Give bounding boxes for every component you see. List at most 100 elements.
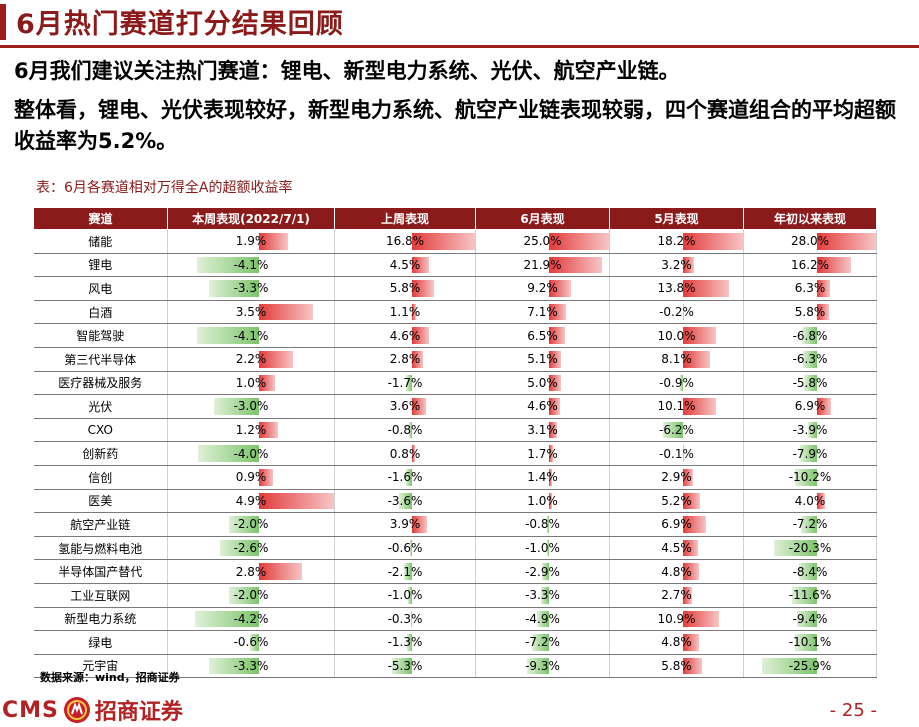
value-text: -2.6% <box>233 541 269 556</box>
positive-data-bar <box>683 516 706 533</box>
positive-data-bar <box>259 303 313 321</box>
negative-data-bar <box>680 374 684 392</box>
positive-data-bar <box>259 374 275 392</box>
negative-data-bar <box>802 327 817 344</box>
sector-name: 锂电 <box>33 253 168 278</box>
value-cell: 4.8% <box>609 630 744 655</box>
negative-data-bar <box>794 468 817 486</box>
value-cell: 7.1% <box>475 300 610 325</box>
value-text: -25.9% <box>788 658 832 673</box>
negative-data-bar <box>195 610 260 628</box>
value-cell: 2.8% <box>167 559 335 584</box>
positive-data-bar <box>683 327 717 344</box>
table-row: 医美 4.9% -3.6% 1.0% 5.2% 4.0% <box>33 489 877 514</box>
negative-data-bar <box>803 350 817 368</box>
header-this-week: 本周表现(2022/7/1) <box>167 207 335 230</box>
positive-data-bar <box>816 233 876 250</box>
value-text: 16.2% <box>790 257 830 272</box>
value-text: -0.8% <box>387 423 423 438</box>
value-text: -4.9% <box>525 611 560 626</box>
positive-data-bar <box>259 468 274 486</box>
value-cell: 2.7% <box>609 583 744 608</box>
value-cell: 25.0% <box>475 229 610 254</box>
negative-data-bar <box>682 303 684 321</box>
value-cell: 5.0% <box>475 371 610 396</box>
negative-data-bar <box>795 634 817 651</box>
value-text: 4.0% <box>794 493 826 508</box>
value-cell: 5.1% <box>475 347 610 372</box>
value-text: -4.0% <box>233 446 269 461</box>
value-cell: 6.9% <box>743 394 877 419</box>
negative-data-bar <box>773 539 817 557</box>
value-text: 6.9% <box>794 399 826 414</box>
positive-data-bar <box>683 657 703 675</box>
value-cell: -11.6% <box>743 583 877 608</box>
value-text: -0.2% <box>659 305 694 320</box>
negative-data-bar <box>531 634 550 651</box>
value-cell: 5.8% <box>743 300 877 325</box>
negative-data-bar <box>213 398 260 415</box>
negative-data-bar <box>409 539 412 557</box>
positive-data-bar <box>816 280 830 297</box>
value-cell: -6.8% <box>743 323 877 348</box>
negative-data-bar <box>796 610 817 628</box>
table-row: 白酒 3.5% 1.1% 7.1% -0.2% 5.8% <box>33 300 877 325</box>
positive-data-bar <box>549 303 567 321</box>
negative-data-bar <box>410 610 412 628</box>
negative-data-bar <box>526 657 550 675</box>
value-text: 6.5% <box>527 328 558 343</box>
title-accent-bar <box>0 4 6 40</box>
value-cell: 10.1% <box>609 394 744 419</box>
sector-name: 元宇宙 <box>33 654 168 679</box>
value-cell: -1.0% <box>334 583 476 608</box>
negative-data-bar <box>537 610 550 628</box>
value-text: 1.2% <box>235 423 267 438</box>
value-cell: 13.8% <box>609 276 744 301</box>
value-text: -0.3% <box>387 611 423 626</box>
value-cell: 4.5% <box>334 253 476 278</box>
value-cell: 28.0% <box>743 229 877 254</box>
value-cell: -7.2% <box>475 630 610 655</box>
positive-data-bar <box>683 634 699 651</box>
positive-data-bar <box>259 233 289 250</box>
value-text: 10.9% <box>657 611 696 626</box>
positive-data-bar <box>412 398 426 415</box>
value-text: 10.1% <box>657 399 696 414</box>
sector-name: 工业互联网 <box>33 583 168 608</box>
value-text: 5.0% <box>527 375 558 390</box>
value-cell: -0.6% <box>334 536 476 561</box>
value-cell: 4.9% <box>167 489 335 514</box>
positive-data-bar <box>683 563 699 580</box>
table-row: 绿电 -0.6% -1.3% -7.2% 4.8% -10.1% <box>33 630 877 655</box>
table-row: 智能驾驶 -4.1% 4.6% 6.5% 10.0% -6.8% <box>33 323 877 348</box>
value-cell: -1.6% <box>334 465 476 490</box>
value-text: -1.0% <box>525 541 560 556</box>
table-row: 医疗器械及服务 1.0% -1.7% 5.0% -0.9% -5.8% <box>33 371 877 396</box>
value-cell: -10.1% <box>743 630 877 655</box>
value-cell: -3.3% <box>167 654 335 679</box>
value-cell: -8.4% <box>743 559 877 584</box>
value-cell: -3.3% <box>475 583 610 608</box>
value-cell: 6.9% <box>609 512 744 537</box>
value-cell: -0.3% <box>334 607 476 632</box>
value-cell: 10.9% <box>609 607 744 632</box>
value-cell: -4.9% <box>475 607 610 632</box>
sector-name: 创新药 <box>33 441 168 466</box>
value-text: -3.9% <box>792 423 828 438</box>
value-cell: 1.4% <box>475 465 610 490</box>
value-cell: 16.8% <box>334 229 476 254</box>
negative-data-bar <box>250 634 260 651</box>
sector-name: 航空产业链 <box>33 512 168 537</box>
value-cell: 3.9% <box>334 512 476 537</box>
positive-data-bar <box>549 421 557 439</box>
value-cell: -10.2% <box>743 465 877 490</box>
positive-data-bar <box>412 350 423 368</box>
positive-data-bar <box>683 539 698 557</box>
positive-data-bar <box>412 256 429 274</box>
value-cell: 6.5% <box>475 323 610 348</box>
positive-data-bar <box>549 256 602 274</box>
value-cell: 8.1% <box>609 347 744 372</box>
value-text: 4.6% <box>527 399 558 414</box>
value-text: 0.9% <box>235 470 267 485</box>
value-text: 8.1% <box>661 352 692 367</box>
